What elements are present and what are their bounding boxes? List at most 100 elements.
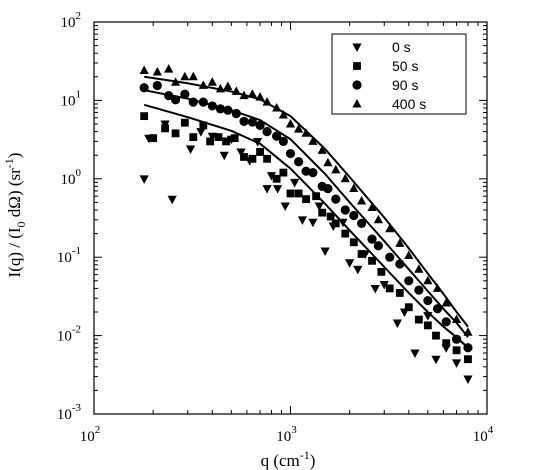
y-axis-title: I(q) / (I0 dΩ) (sr-1) bbox=[2, 153, 28, 278]
data-point-square bbox=[214, 133, 223, 142]
series-triangle-down bbox=[139, 120, 473, 385]
x-tick-label: 104 bbox=[473, 424, 494, 445]
data-point-square bbox=[263, 154, 271, 163]
data-point-circle bbox=[223, 105, 233, 115]
data-point-triangle-up bbox=[255, 92, 265, 101]
data-point-triangle-up bbox=[340, 173, 350, 183]
data-point-circle bbox=[349, 210, 359, 221]
series-triangle-up bbox=[139, 64, 473, 336]
series-circle bbox=[139, 80, 473, 353]
data-point-triangle-up bbox=[395, 238, 405, 247]
data-point-triangle-down bbox=[451, 359, 462, 368]
data-point-circle bbox=[188, 97, 198, 107]
data-point-triangle-down bbox=[236, 148, 246, 158]
data-point-triangle-up bbox=[239, 90, 249, 100]
axis-ticks bbox=[93, 21, 488, 415]
data-point-circle bbox=[301, 166, 311, 176]
data-point-square bbox=[368, 256, 376, 265]
data-point-triangle-up bbox=[308, 136, 318, 145]
legend: 0 s 50 s 90 s 400 s bbox=[331, 33, 467, 115]
data-point-circle bbox=[272, 131, 282, 141]
data-point-triangle-up bbox=[385, 223, 395, 233]
data-point-square bbox=[286, 189, 295, 198]
data-point-circle bbox=[239, 116, 249, 126]
data-point-circle bbox=[423, 295, 433, 306]
x-tick-label: 103 bbox=[276, 424, 297, 445]
data-point-triangle-up bbox=[198, 80, 208, 89]
legend-label: 90 s bbox=[392, 77, 418, 93]
data-point-circle bbox=[340, 205, 350, 215]
data-point-triangle-up bbox=[180, 71, 190, 81]
data-point-triangle-down bbox=[463, 375, 473, 385]
data-point-triangle-down bbox=[273, 185, 283, 194]
data-point-circle bbox=[323, 183, 333, 194]
legend-marker-triangle-up bbox=[352, 98, 362, 108]
data-point-triangle-up bbox=[231, 86, 241, 95]
fit-curve bbox=[143, 103, 469, 349]
data-point-circle bbox=[215, 104, 226, 114]
data-point-triangle-down bbox=[219, 151, 229, 161]
data-point-square bbox=[256, 148, 264, 156]
data-point-triangle-down bbox=[338, 218, 348, 228]
data-point-triangle-up bbox=[432, 283, 443, 292]
data-point-square bbox=[140, 112, 149, 121]
data-point-square bbox=[423, 321, 432, 330]
data-point-square bbox=[395, 289, 404, 297]
data-point-square bbox=[312, 192, 321, 201]
data-point-triangle-down bbox=[139, 175, 149, 184]
data-point-triangle-down bbox=[266, 172, 277, 181]
data-point-triangle-down bbox=[280, 202, 290, 212]
data-point-triangle-up bbox=[170, 77, 181, 86]
data-point-triangle-down bbox=[379, 280, 389, 290]
data-point-triangle-up bbox=[152, 66, 162, 76]
data-point-circle bbox=[463, 343, 473, 353]
data-point-square bbox=[149, 134, 158, 143]
data-point-triangle-down bbox=[252, 137, 263, 147]
data-point-square bbox=[349, 238, 358, 247]
data-point-triangle-up bbox=[188, 71, 198, 81]
data-point-circle bbox=[331, 194, 341, 204]
data-point-circle bbox=[170, 95, 181, 105]
data-point-triangle-down bbox=[196, 128, 206, 137]
data-point-triangle-up bbox=[373, 214, 383, 224]
data-point-triangle-up bbox=[331, 164, 341, 174]
y-tick-label: 10-2 bbox=[57, 324, 81, 345]
data-point-triangle-down bbox=[345, 259, 355, 268]
legend-label: 0 s bbox=[392, 39, 411, 55]
data-point-triangle-up bbox=[272, 102, 282, 112]
data-point-triangle-up bbox=[207, 77, 217, 86]
data-point-triangle-up bbox=[463, 327, 473, 336]
data-point-triangle-up bbox=[423, 275, 433, 285]
data-point-square bbox=[171, 129, 180, 138]
data-point-triangle-down bbox=[353, 265, 363, 275]
data-point-triangle-up bbox=[223, 81, 233, 91]
data-point-circle bbox=[180, 89, 190, 99]
data-point-triangle-down bbox=[320, 247, 330, 257]
data-point-square bbox=[272, 174, 281, 183]
data-point-circle bbox=[404, 276, 414, 286]
data-point-square bbox=[189, 133, 198, 142]
data-point-circle bbox=[356, 218, 367, 228]
data-point-square bbox=[385, 284, 394, 293]
data-point-circle bbox=[278, 136, 288, 146]
data-point-triangle-down bbox=[392, 319, 403, 329]
data-point-circle bbox=[373, 241, 383, 251]
data-point-square bbox=[404, 303, 413, 312]
data-point-circle bbox=[262, 126, 272, 137]
data-point-triangle-up bbox=[139, 65, 149, 75]
data-point-square bbox=[161, 124, 169, 133]
data-point-triangle-up bbox=[367, 202, 377, 211]
data-point-square bbox=[318, 208, 327, 217]
data-point-triangle-up bbox=[349, 183, 359, 193]
data-point-square bbox=[294, 189, 303, 198]
data-point-square bbox=[326, 212, 335, 221]
data-point-square bbox=[452, 346, 461, 355]
fit-curve bbox=[144, 75, 469, 328]
data-point-square bbox=[180, 118, 189, 127]
y-tick-label: 10-1 bbox=[57, 245, 81, 266]
data-point-circle bbox=[441, 317, 451, 327]
data-point-triangle-up bbox=[215, 83, 226, 93]
data-point-square bbox=[414, 315, 423, 324]
data-point-square bbox=[357, 250, 366, 258]
